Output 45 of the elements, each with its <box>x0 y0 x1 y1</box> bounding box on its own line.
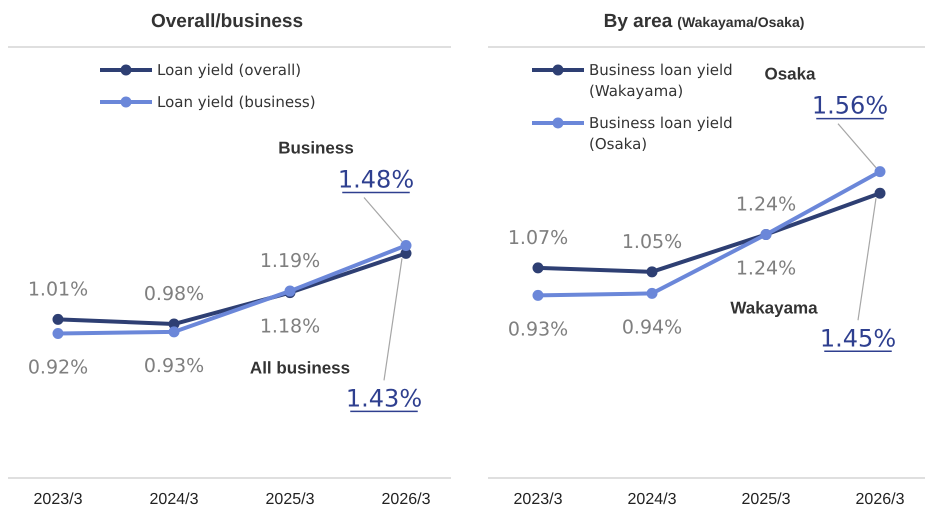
legend-label: Business loan yield (Wakayama) <box>589 61 733 100</box>
point <box>646 266 658 278</box>
chart-title: By area <box>604 11 672 32</box>
annotation: Wakayama <box>730 298 818 318</box>
annotation: All business <box>250 358 350 378</box>
data-label: 1.05% <box>622 230 682 253</box>
legend-label: Loan yield (overall) <box>157 61 302 79</box>
x-tick-label: 2023/3 <box>34 491 83 508</box>
legend-label: Business loan yield (Osaka) <box>589 114 733 153</box>
x-tick-label: 2026/3 <box>856 491 905 508</box>
chart-subtitle: (Wakayama/Osaka) <box>677 14 804 30</box>
point <box>52 328 64 339</box>
point <box>874 188 886 199</box>
x-tick-label: 2023/3 <box>514 491 563 508</box>
point <box>52 314 64 325</box>
x-tick-label: 2024/3 <box>628 491 677 508</box>
data-label: 0.94% <box>622 316 682 338</box>
annotation: Osaka <box>764 64 816 84</box>
point <box>874 166 886 178</box>
point <box>168 326 180 338</box>
data-label: 0.93% <box>144 354 204 377</box>
data-label: 1.18% <box>260 316 320 338</box>
data-label: 0.93% <box>508 318 568 340</box>
data-label: 1.45% <box>820 324 896 352</box>
x-tick-label: 2025/3 <box>742 491 791 508</box>
data-label: 1.24% <box>736 258 796 280</box>
data-label: 1.24% <box>736 194 796 216</box>
x-tick-label: 2024/3 <box>150 491 199 508</box>
legend-label: Loan yield (business) <box>157 93 316 111</box>
data-label: 1.07% <box>508 226 568 249</box>
x-tick-label: 2026/3 <box>382 491 431 508</box>
data-label: 1.19% <box>260 250 320 272</box>
point <box>532 262 544 274</box>
data-label: 1.01% <box>28 278 88 300</box>
point <box>532 290 544 301</box>
chart-title: Overall/business <box>150 11 304 32</box>
point <box>646 288 658 299</box>
data-label: 0.92% <box>28 356 88 378</box>
data-label: 1.48% <box>338 166 414 194</box>
annotation: Business <box>278 138 354 158</box>
point <box>400 240 412 252</box>
data-label: 1.43% <box>346 384 422 412</box>
data-label: 1.56% <box>812 92 888 120</box>
data-label: 0.98% <box>144 283 204 306</box>
x-tick-label: 2025/3 <box>266 491 315 508</box>
